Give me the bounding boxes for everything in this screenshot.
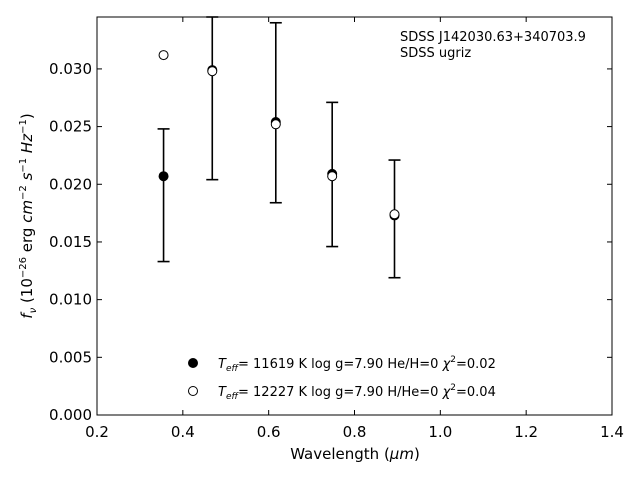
annotation-survey: SDSS ugriz xyxy=(400,46,471,61)
data-point-filled xyxy=(158,171,169,182)
data-points xyxy=(158,50,400,221)
y-axis-label: fν (10−26 erg cm−2 s−1 Hz−1) xyxy=(18,113,39,318)
legend-entry-1: Teff= 11619 K log g=7.90 He/H=0 χ2=0.02 xyxy=(218,355,496,374)
legend-marker-open xyxy=(188,386,198,396)
x-tick-label: 0.6 xyxy=(257,423,281,441)
x-tick-label: 1.0 xyxy=(428,423,452,441)
y-tick-label: 0.005 xyxy=(49,348,92,366)
x-axis-label: Wavelength (μm) xyxy=(290,445,420,463)
plot-area-frame xyxy=(96,16,613,416)
data-point-open xyxy=(389,209,400,220)
data-point-open xyxy=(207,66,218,77)
x-axis-ticks: 0.2 0.4 0.6 0.8 1.0 1.2 1.4 xyxy=(85,17,624,441)
y-tick-label: 0.015 xyxy=(49,233,92,251)
y-tick-label: 0.030 xyxy=(49,60,92,78)
error-bars xyxy=(157,16,401,279)
x-tick-label: 1.2 xyxy=(514,423,538,441)
y-tick-label: 0.010 xyxy=(49,291,92,309)
legend: Teff= 11619 K log g=7.90 He/H=0 χ2=0.02 … xyxy=(188,355,496,402)
y-tick-label: 0.025 xyxy=(49,118,92,136)
data-point-open xyxy=(327,171,338,182)
annotation-object-name: SDSS J142030.63+340703.9 xyxy=(400,30,586,45)
data-point-open xyxy=(270,119,281,130)
legend-marker-filled xyxy=(188,358,198,368)
y-tick-label: 0.020 xyxy=(49,175,92,193)
x-tick-label: 0.4 xyxy=(171,423,195,441)
x-tick-label: 1.4 xyxy=(600,423,624,441)
legend-entry-2: Teff= 12227 K log g=7.90 H/He=0 χ2=0.04 xyxy=(218,383,496,402)
y-axis-ticks: 0.000 0.005 0.010 0.015 0.020 0.025 0.030 xyxy=(49,60,612,424)
y-tick-label: 0.000 xyxy=(49,406,92,424)
x-tick-label: 0.8 xyxy=(343,423,367,441)
x-tick-label: 0.2 xyxy=(85,423,109,441)
data-point-open xyxy=(158,50,169,61)
